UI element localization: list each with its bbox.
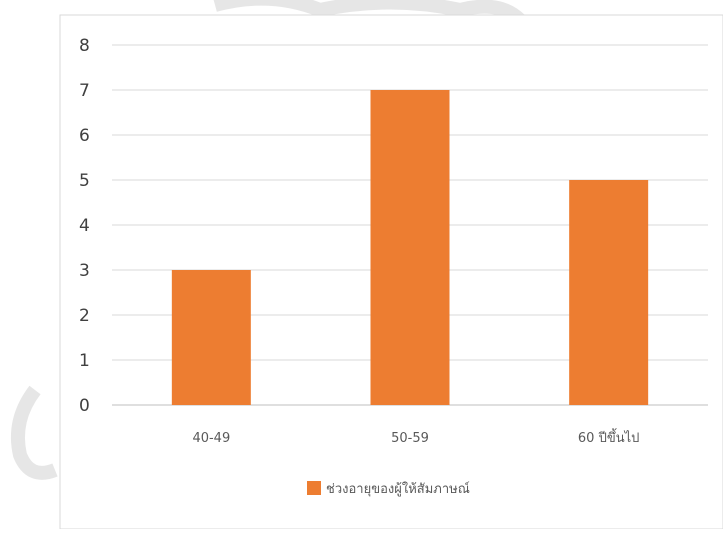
legend-label: ช่วงอายุของผู้ให้สัมภาษณ์ bbox=[326, 481, 470, 497]
y-tick-label: 4 bbox=[79, 216, 90, 236]
y-tick-label: 5 bbox=[79, 171, 90, 191]
legend: ช่วงอายุของผู้ให้สัมภาษณ์ bbox=[307, 481, 470, 497]
y-tick-label: 7 bbox=[79, 81, 90, 101]
y-tick-label: 3 bbox=[79, 261, 90, 281]
y-tick-label: 0 bbox=[79, 396, 90, 416]
y-tick-label: 2 bbox=[79, 306, 90, 326]
x-axis-ticks: 40-49 50-59 60 ปีขึ้นไป bbox=[192, 428, 639, 446]
bar bbox=[370, 90, 450, 405]
bars bbox=[171, 90, 649, 405]
x-tick-label: 50-59 bbox=[391, 431, 429, 446]
bar bbox=[171, 270, 251, 405]
y-tick-label: 8 bbox=[79, 36, 90, 56]
y-tick-label: 6 bbox=[79, 126, 90, 146]
bar bbox=[569, 180, 649, 405]
watermark-seal bbox=[10, 0, 525, 480]
y-tick-label: 1 bbox=[79, 351, 90, 371]
y-axis-ticks: 0 1 2 3 4 5 6 7 8 bbox=[79, 36, 90, 416]
x-tick-label: 40-49 bbox=[192, 431, 230, 446]
x-tick-label: 60 ปีขึ้นไป bbox=[578, 428, 640, 446]
legend-swatch bbox=[307, 481, 321, 495]
